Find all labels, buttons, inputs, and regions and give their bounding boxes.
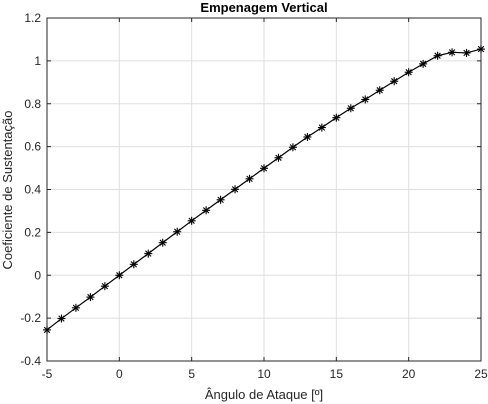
data-point-marker (187, 216, 196, 225)
data-point-marker (332, 113, 341, 122)
x-axis-label: Ângulo de Ataque [º] (205, 387, 323, 402)
marker-stroke (391, 78, 398, 85)
marker-stroke (405, 69, 412, 76)
y-tick-label: -0.2 (20, 311, 41, 325)
data-point-marker (216, 195, 225, 204)
marker-stroke (463, 49, 470, 57)
x-tick-label: 0 (116, 367, 123, 381)
x-tick-label: 20 (402, 367, 416, 381)
marker-stroke (43, 326, 51, 334)
data-point-marker (158, 238, 167, 247)
data-point-marker (274, 153, 283, 162)
data-point-marker (404, 68, 413, 77)
marker-stroke (333, 114, 340, 121)
marker-stroke (145, 250, 152, 257)
data-point-marker (462, 48, 471, 57)
data-point-marker (303, 132, 312, 141)
y-tick-label: 1.2 (24, 11, 41, 25)
data-point-marker (144, 249, 153, 258)
marker-stroke (246, 175, 253, 182)
data-point-marker (173, 227, 182, 236)
marker-stroke (362, 96, 369, 103)
marker-stroke (376, 87, 383, 94)
y-tick-label: -0.4 (20, 354, 41, 368)
y-tick-label: 0.8 (24, 97, 41, 111)
data-point-marker (390, 77, 399, 86)
marker-stroke (260, 165, 268, 172)
marker-stroke (58, 315, 65, 322)
marker-stroke (174, 228, 181, 235)
data-point-marker (361, 95, 370, 104)
marker-stroke (419, 60, 427, 68)
data-point-marker (288, 143, 297, 152)
y-tick-label: 0.6 (24, 140, 41, 154)
marker-stroke (101, 282, 109, 290)
data-point-marker (100, 282, 109, 291)
data-point-marker (346, 104, 355, 113)
data-point-marker (71, 303, 80, 312)
marker-stroke (318, 124, 326, 131)
x-tick-label: -5 (42, 367, 53, 381)
data-point-marker (317, 123, 326, 132)
y-tick-label: 0 (34, 268, 41, 282)
data-point-marker (43, 325, 51, 334)
grid (46, 17, 482, 362)
chart-title: Empenagem Vertical (200, 0, 327, 15)
marker-stroke (188, 217, 195, 224)
marker-stroke (304, 133, 311, 141)
data-point-marker (419, 59, 428, 68)
data-point-marker (477, 45, 485, 54)
data-point-marker (260, 164, 268, 173)
x-tick-label: 5 (188, 367, 195, 381)
marker-stroke (448, 49, 456, 56)
marker-stroke (434, 52, 441, 59)
data-point-marker (231, 185, 240, 194)
marker-stroke (289, 144, 297, 151)
marker-stroke (217, 196, 224, 203)
marker-stroke (130, 261, 137, 268)
data-point-marker (129, 260, 138, 269)
data-point-marker (86, 293, 95, 302)
data-point-marker (57, 314, 66, 323)
y-axis-label: Coeficiente de Sustentação (0, 111, 15, 270)
data-point-marker (448, 48, 457, 57)
x-tick-label: 25 (474, 367, 488, 381)
marker-stroke (87, 293, 94, 301)
marker-stroke (231, 186, 239, 193)
data-point-marker (245, 174, 254, 183)
y-tick-label: 1 (34, 54, 41, 68)
x-tick-label: 10 (257, 367, 271, 381)
marker-stroke (116, 272, 123, 279)
data-point-marker (115, 271, 124, 280)
data-point-marker (375, 86, 384, 95)
marker-stroke (72, 304, 80, 312)
data-point-marker (202, 206, 211, 215)
marker-stroke (159, 239, 166, 246)
axis-ticks: -5 0 5 10 15 20 25 -0.4 -0.2 0 0.2 0.4 0.6 0.8 1 1.2 (20, 11, 488, 381)
data-point-marker (433, 51, 442, 60)
marker-stroke (347, 105, 354, 112)
y-tick-label: 0.2 (24, 225, 41, 239)
y-tick-label: 0.4 (24, 183, 41, 197)
marker-stroke (477, 45, 485, 53)
series-markers (43, 45, 485, 334)
x-tick-label: 15 (330, 367, 344, 381)
marker-stroke (202, 207, 210, 214)
marker-stroke (275, 154, 282, 161)
